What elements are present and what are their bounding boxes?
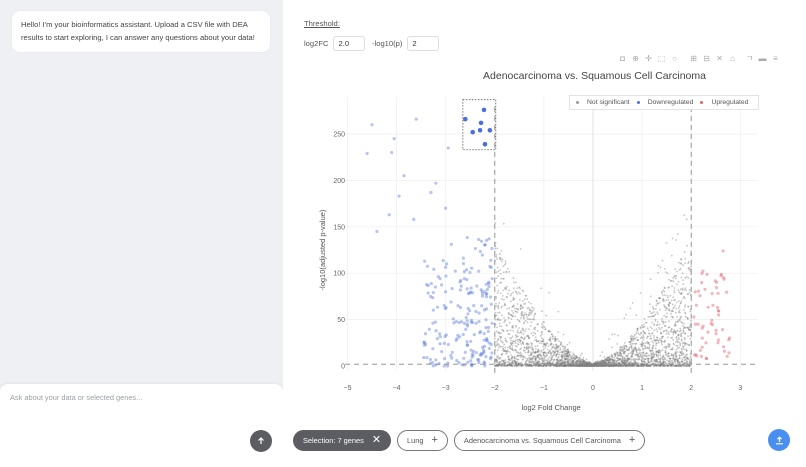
context-chips: Selection: 7 genes ✕ Lung + Adenocarcino… bbox=[293, 430, 646, 451]
volcano-plot[interactable]: −5 −4 −3 −2 −1 0 1 2 3 0 50 100 150 200 250 log2 Fold C… bbox=[283, 0, 806, 425]
tissue-chip[interactable]: Lung + bbox=[397, 430, 448, 451]
legend-downregulated[interactable]: Downregulated bbox=[636, 99, 693, 106]
camera-icon[interactable]: ◘ bbox=[620, 54, 625, 63]
svg-text:2: 2 bbox=[689, 385, 693, 392]
hover-compare-icon[interactable]: ≡ bbox=[773, 54, 778, 63]
svg-text:250: 250 bbox=[333, 132, 345, 139]
pval-label: -log10(p) bbox=[372, 39, 403, 48]
log2fc-label: log2FC bbox=[304, 39, 329, 48]
comparison-chip[interactable]: Adenocarcinoma vs. Squamous Cell Carcino… bbox=[453, 430, 646, 451]
chat-input[interactable] bbox=[10, 393, 250, 402]
threshold-title: Threshold: bbox=[304, 19, 340, 28]
log2fc-row: log2FC bbox=[304, 36, 366, 51]
legend-upregulated[interactable]: Upregulated bbox=[700, 99, 748, 106]
svg-text:−1: −1 bbox=[540, 385, 548, 392]
svg-text:−3: −3 bbox=[442, 385, 450, 392]
svg-text:3: 3 bbox=[738, 385, 742, 392]
svg-text:150: 150 bbox=[333, 224, 345, 231]
chat-panel: Hello! I'm your bioinformatics assistant… bbox=[0, 0, 283, 467]
assistant-message: Hello! I'm your bioinformatics assistant… bbox=[12, 11, 270, 52]
svg-text:-log10(adjusted p-value): -log10(adjusted p-value) bbox=[318, 209, 327, 290]
close-icon[interactable]: ✕ bbox=[371, 434, 382, 446]
arrow-up-icon bbox=[258, 437, 264, 444]
plot-legend: Not significant Downregulated Upregulate… bbox=[569, 95, 759, 110]
pval-input[interactable] bbox=[407, 36, 440, 51]
svg-text:200: 200 bbox=[333, 178, 345, 185]
hover-closest-icon[interactable]: ▬ bbox=[758, 54, 767, 63]
pval-row: -log10(p) bbox=[372, 36, 440, 51]
legend-not-significant[interactable]: Not significant bbox=[576, 99, 630, 106]
box-select-icon[interactable]: ⬚ bbox=[657, 54, 666, 63]
chat-composer bbox=[0, 384, 283, 467]
svg-text:0: 0 bbox=[591, 385, 595, 392]
send-button[interactable] bbox=[250, 430, 272, 452]
zoom-in-icon[interactable]: ⊞ bbox=[690, 54, 697, 63]
svg-text:log2 Fold Change: log2 Fold Change bbox=[522, 403, 581, 412]
plot-title: Adenocarcinoma vs. Squamous Cell Carcino… bbox=[483, 70, 706, 82]
pan-icon[interactable]: ✛ bbox=[645, 54, 652, 63]
reset-axes-icon[interactable]: ⌂ bbox=[730, 54, 735, 63]
spike-lines-icon[interactable]: ㄱ bbox=[745, 54, 754, 63]
zoom-out-icon[interactable]: ⊟ bbox=[703, 54, 710, 63]
log2fc-input[interactable] bbox=[333, 36, 366, 51]
autoscale-icon[interactable]: ✕ bbox=[716, 54, 723, 63]
svg-text:−4: −4 bbox=[393, 385, 401, 392]
zoom-icon[interactable]: ⊕ bbox=[632, 54, 639, 63]
upload-button[interactable] bbox=[768, 429, 790, 451]
svg-text:−2: −2 bbox=[491, 385, 499, 392]
plot-panel: Threshold: log2FC -log10(p) ◘ ⊕ ✛ ⬚ ○ ⊞ … bbox=[283, 0, 806, 467]
svg-text:100: 100 bbox=[333, 271, 345, 278]
svg-text:0: 0 bbox=[341, 364, 345, 371]
svg-text:−5: −5 bbox=[344, 385, 352, 392]
lasso-icon[interactable]: ○ bbox=[672, 54, 677, 63]
plus-icon[interactable]: + bbox=[431, 434, 438, 446]
selection-chip[interactable]: Selection: 7 genes ✕ bbox=[293, 430, 392, 451]
upload-icon bbox=[775, 435, 783, 444]
svg-text:1: 1 bbox=[640, 385, 644, 392]
svg-text:50: 50 bbox=[337, 317, 345, 324]
plot-modebar: ◘ ⊕ ✛ ⬚ ○ ⊞ ⊟ ✕ ⌂ ㄱ ▬ ≡ bbox=[617, 53, 781, 64]
plus-icon[interactable]: + bbox=[628, 434, 636, 446]
